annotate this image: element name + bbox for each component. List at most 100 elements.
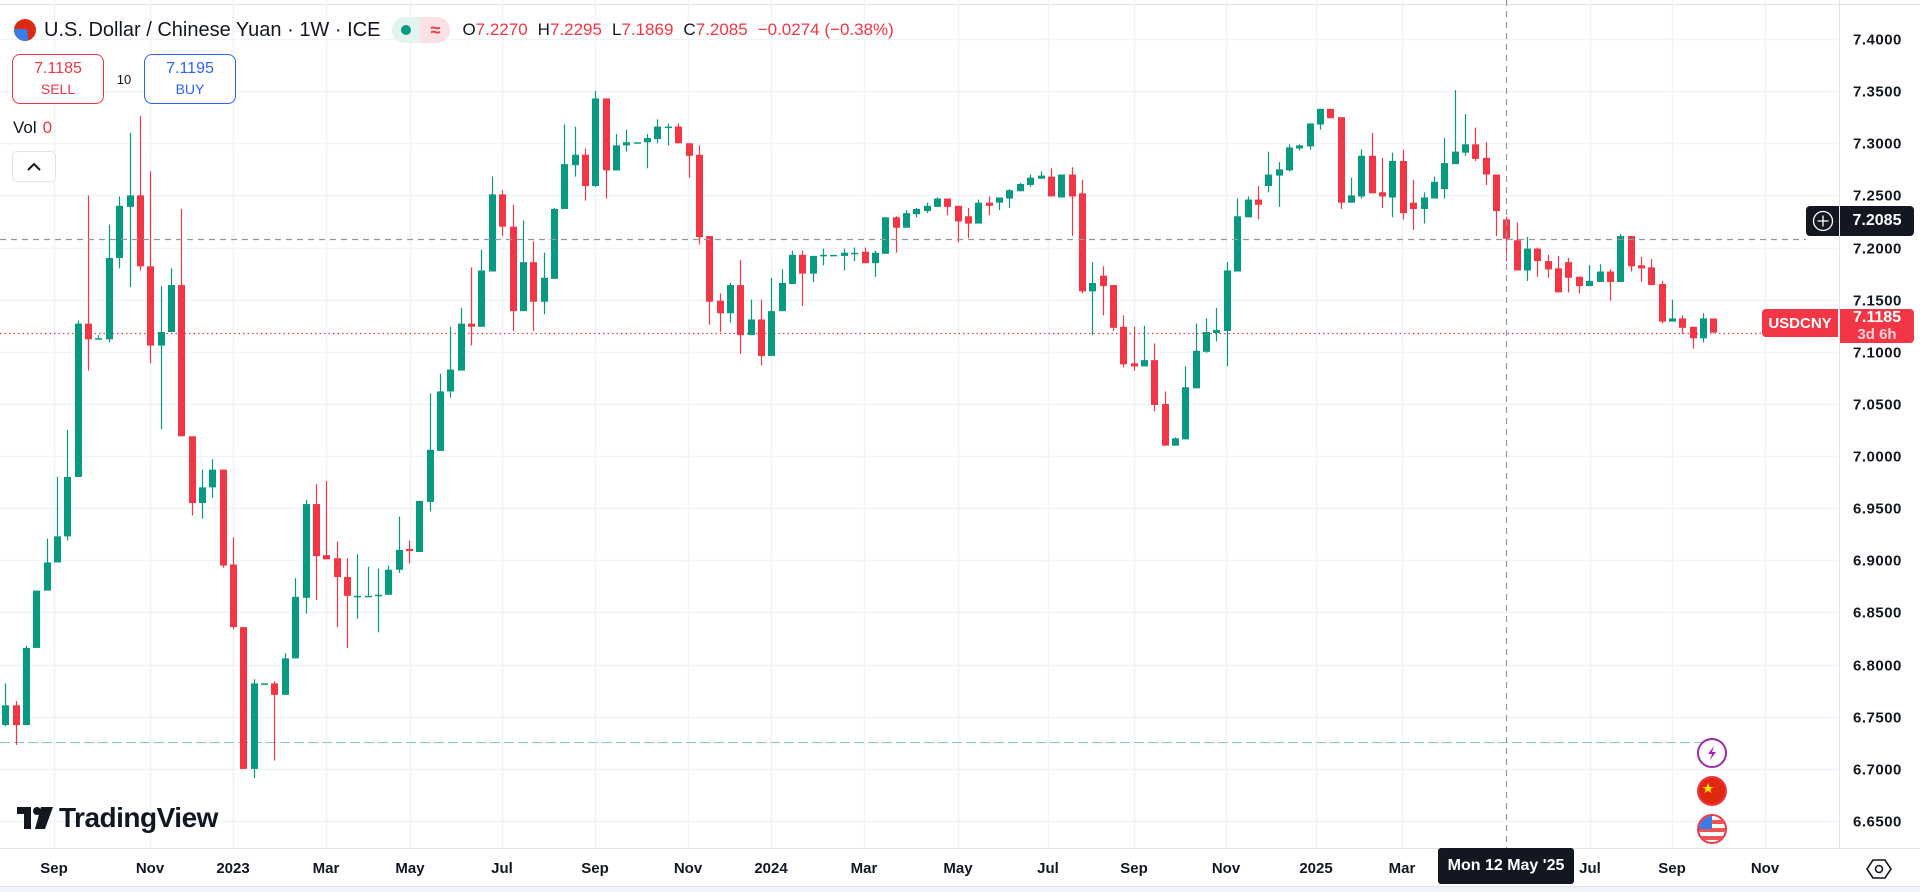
candle-body [520, 262, 527, 312]
tradingview-logo[interactable]: TradingView [17, 802, 218, 834]
market-status-pill[interactable]: ≈ [392, 17, 451, 43]
buy-button[interactable]: 7.1195 BUY [144, 54, 236, 104]
time-tick-label: Mar [850, 860, 878, 877]
candle [799, 250, 806, 306]
candle-body [1545, 261, 1552, 270]
candle [965, 207, 972, 239]
candle-body [189, 436, 196, 504]
candle-body [375, 594, 382, 597]
candle-body [1048, 176, 1055, 197]
candle [654, 119, 661, 144]
candle-body [1389, 160, 1396, 198]
candle [251, 679, 258, 779]
candle [13, 701, 20, 745]
candle-body [1276, 169, 1283, 176]
candle-body [344, 577, 351, 596]
symbol-title[interactable]: U.S. Dollar / Chinese Yuan · 1W · ICE [44, 18, 381, 41]
candle-body [1379, 192, 1386, 197]
candle-body [665, 126, 672, 129]
candle-body [1358, 155, 1365, 197]
collapse-legend-button[interactable] [12, 151, 56, 182]
candle [1079, 179, 1086, 294]
candle-body [1679, 318, 1686, 328]
candle [862, 247, 869, 264]
candle [354, 554, 361, 619]
candle-body [1348, 195, 1355, 203]
candle-body [199, 487, 206, 504]
candle-body [1338, 117, 1345, 203]
candle [1058, 174, 1065, 198]
candle [1120, 315, 1127, 368]
crosshair-time-label: Mon 12 May '25 [1438, 848, 1574, 884]
candle-body [975, 202, 982, 224]
us-flag-event-icon[interactable] [1697, 814, 1727, 844]
candle-body [686, 143, 693, 156]
candle [1638, 256, 1645, 282]
price-tick-label: 7.1500 [1853, 292, 1902, 309]
candle [334, 541, 341, 628]
add-alert-button[interactable] [1806, 206, 1839, 236]
volume-legend[interactable]: Vol 0 [13, 118, 52, 138]
candle-body [810, 255, 817, 274]
candle [1069, 167, 1076, 237]
candle [323, 481, 330, 560]
low-value: 7.1869 [621, 20, 674, 39]
candle-body [1069, 174, 1076, 197]
candle-body [427, 449, 434, 502]
candle [1338, 117, 1345, 209]
candle [1679, 315, 1686, 335]
candle-body [1659, 284, 1666, 322]
candle-body [458, 323, 465, 371]
symbol-legend[interactable]: U.S. Dollar / Chinese Yuan · 1W · ICE ≈ … [14, 14, 894, 46]
time-tick-label: Nov [135, 860, 165, 877]
chart-settings-button[interactable] [1866, 856, 1892, 887]
candle-body [1369, 155, 1376, 194]
high-label: H [537, 20, 550, 39]
candle-body [1462, 144, 1469, 153]
candle-body [33, 590, 40, 648]
candle-body [872, 252, 879, 264]
candle-body [1514, 240, 1521, 271]
candle [613, 133, 620, 171]
sell-button[interactable]: 7.1185 SELL [12, 54, 104, 104]
time-tick-label: Nov [1211, 860, 1241, 877]
candle [1203, 318, 1210, 353]
candle-body [613, 145, 620, 171]
candle-body [1151, 360, 1158, 405]
candle-body [1628, 236, 1635, 267]
time-tick-label: Sep [1658, 860, 1686, 877]
candle-body [75, 323, 82, 477]
candle [1193, 323, 1200, 389]
candle [913, 207, 920, 218]
candle-body [934, 198, 941, 207]
price-tick-label: 7.3000 [1853, 135, 1902, 152]
china-flag-event-icon[interactable] [1697, 776, 1727, 806]
candle [261, 683, 268, 685]
time-tick-label: Jul [1037, 860, 1059, 877]
candle [1224, 262, 1231, 367]
candle-body [313, 504, 320, 557]
candle [665, 123, 672, 146]
candle [1472, 127, 1479, 161]
candle [1038, 171, 1045, 179]
candle [1213, 308, 1220, 342]
candle-body [1296, 145, 1303, 149]
candle [1700, 313, 1707, 343]
time-tick-label: Mar [1388, 860, 1416, 877]
candle-body [1503, 219, 1510, 239]
candle [158, 286, 165, 429]
candle [1162, 391, 1169, 446]
candle [127, 132, 134, 288]
candle [116, 196, 123, 269]
candle [1348, 177, 1355, 203]
close-value: 7.2085 [695, 20, 748, 39]
candle-body [1089, 282, 1096, 292]
price-tick-label: 7.3500 [1853, 83, 1902, 100]
candle-body [168, 285, 175, 332]
crosshair [0, 0, 1806, 848]
candle [1421, 192, 1428, 224]
lightning-event-icon[interactable] [1697, 738, 1727, 768]
candle [178, 208, 185, 437]
candle-body [758, 319, 765, 356]
